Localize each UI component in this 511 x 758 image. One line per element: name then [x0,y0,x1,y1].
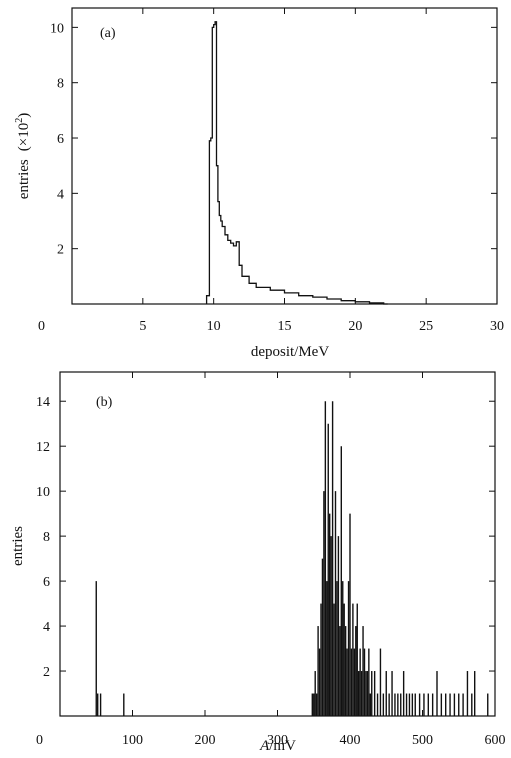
panel-a-ytick-label: 10 [50,21,64,36]
panel-b-ytick-label: 6 [43,575,50,590]
panel-a-ticks [72,8,498,304]
panel-a-x-axis-label: deposit/MeV [251,344,329,360]
panel-a-tick-labels: 5 10 15 20 25 30 2 4 6 8 10 [50,21,504,334]
panel-a-ytick-label: 2 [57,243,64,258]
panel-a-xtick-label: 30 [490,319,504,334]
panel-a-ytick-label: 6 [57,132,64,147]
panel-b-origin-label: 0 [36,733,43,748]
panel-b-xtick-label: 500 [412,733,433,748]
panel-a-y-axis-label: entries(×102) [14,113,32,199]
panel-a-ytick-label: 8 [57,77,64,92]
panel-b-ytick-label: 12 [36,440,50,455]
panel-a-origin-label: 0 [38,319,45,334]
panel-b-bars [95,401,489,716]
panel-a-frame [71,7,498,305]
panel-a-series-line [205,21,388,305]
panel-b-tick-labels: 100 200 300 400 500 600 2 4 6 8 10 12 14 [36,395,506,748]
panel-b-ytick-label: 14 [36,395,50,410]
panel-b-ytick-label: 4 [43,620,50,635]
panel-b-xtick-label: 400 [340,733,361,748]
panel-b-xtick-label: 100 [122,733,143,748]
panel-b-ytick-label: 2 [43,665,50,680]
panel-a-xtick-label: 20 [348,319,362,334]
panel-b-ticks [60,372,496,716]
panel-b-ytick-label: 8 [43,530,50,545]
panel-b-label: (b) [96,395,113,410]
panel-b-y-axis-label: entries [10,526,26,566]
panel-b-xtick-label: 600 [485,733,506,748]
panel-b-ytick-label: 10 [36,485,50,500]
panel-b-xtick-label: 300 [267,733,288,748]
panel-a-xtick-label: 15 [278,319,292,334]
panel-a-ytick-label: 4 [57,187,64,202]
panel-a-xtick-label: 10 [207,319,221,334]
panel-b-xtick-label: 200 [195,733,216,748]
panel-a-xtick-label: 5 [139,319,146,334]
panel-b-x-axis-label: A/mV [259,738,296,754]
panel-a: (a) 5 10 15 20 25 30 2 4 6 8 10 0 deposit/MeV entr… [14,7,504,360]
panel-a-label: (a) [100,26,116,41]
panel-a-xtick-label: 25 [419,319,433,334]
panel-b-frame [59,371,496,717]
